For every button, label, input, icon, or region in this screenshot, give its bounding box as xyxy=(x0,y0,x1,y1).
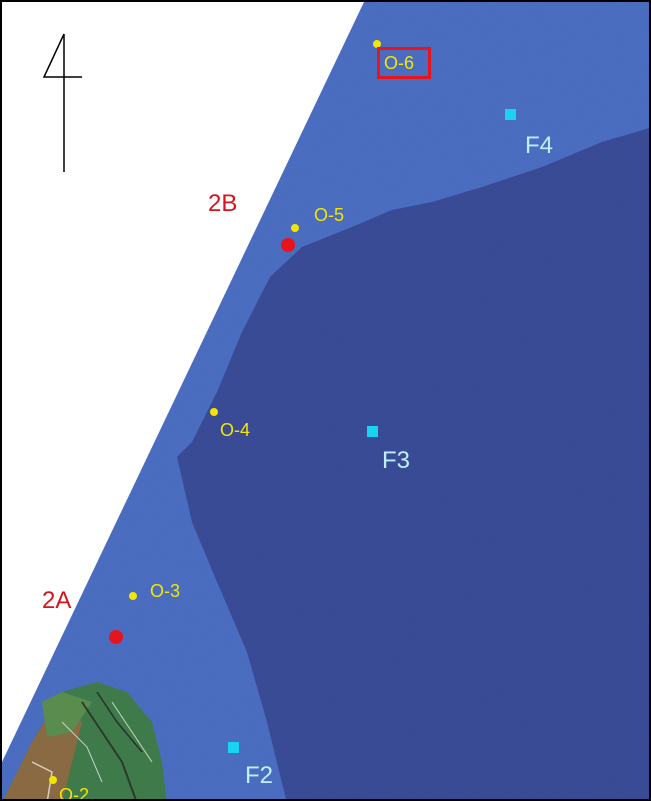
observation-point-o-4[interactable] xyxy=(210,408,218,416)
observation-label-o-6[interactable]: O-6 xyxy=(384,54,414,72)
feature-label-f3[interactable]: F3 xyxy=(382,449,410,473)
north-arrow-icon xyxy=(44,34,82,172)
feature-point-f2[interactable] xyxy=(228,742,239,753)
observation-point-o-3[interactable] xyxy=(129,592,137,600)
observation-label-o-2[interactable]: O-2 xyxy=(59,786,89,801)
feature-label-f2[interactable]: F2 xyxy=(245,764,273,788)
observation-point-o-5[interactable] xyxy=(291,224,299,232)
zone-label-2a: 2A xyxy=(42,589,71,613)
feature-label-f4[interactable]: F4 xyxy=(525,134,553,158)
zone-label-2b: 2B xyxy=(208,192,237,216)
feature-point-f3[interactable] xyxy=(367,426,378,437)
observation-point-o-2[interactable] xyxy=(49,776,57,784)
observation-label-o-5[interactable]: O-5 xyxy=(314,206,344,224)
zone-marker-2a[interactable] xyxy=(109,630,123,644)
observation-label-o-4[interactable]: O-4 xyxy=(220,421,250,439)
observation-label-o-3[interactable]: O-3 xyxy=(150,582,180,600)
zone-marker-2b[interactable] xyxy=(281,238,295,252)
feature-point-f4[interactable] xyxy=(505,109,516,120)
